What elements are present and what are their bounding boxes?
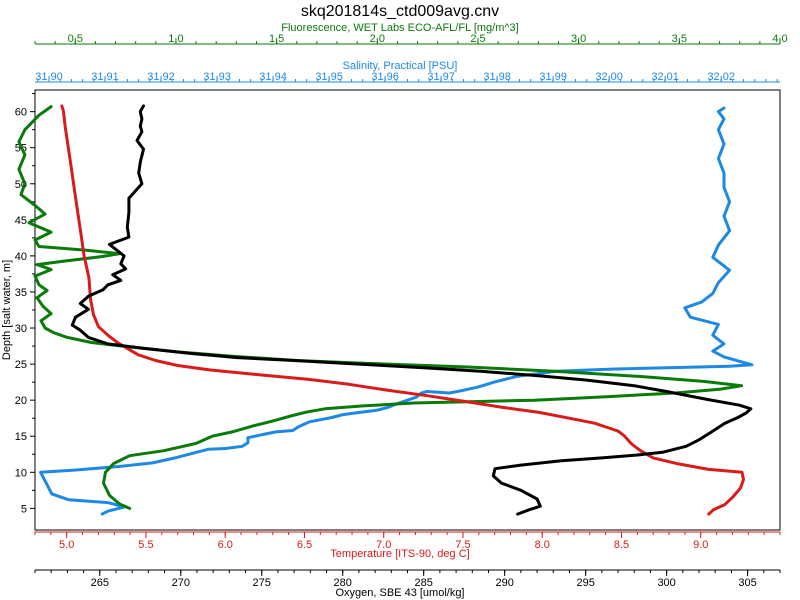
temperature-tick-label: 7.0 [376,539,391,551]
temperature-tick-label: 5.0 [59,539,74,551]
salinity-tick-label: 32,02 [707,71,735,83]
depth-tick-label: 10 [15,467,27,479]
oxygen-tick-label: 280 [334,577,352,589]
fluorescence-tick-label: 2.0 [370,33,385,45]
salinity-tick-label: 31,96 [371,71,399,83]
fluorescence-axis: 0.5 1.0 1.5 2.0 2.5 3.0 3.5 4.0 [34,33,788,45]
temperature-axis: 5.0 5.5 6.0 6.5 7.0 7.5 8.0 8.5 9.0 [34,531,781,551]
depth-tick-label: 40 [15,251,27,263]
salinity-tick-label: 31,92 [147,71,175,83]
oxygen-axis: 265 270 275 280 285 290 295 300 305 [34,569,781,589]
temperature-tick-label: 8.5 [614,539,629,551]
depth-tick-label: 60 [15,107,27,119]
oxygen-axis-label: Oxygen, SBE 43 [umol/kg] [335,587,464,599]
temperature-profile-line [60,104,745,516]
oxygen-tick-label: 295 [576,577,594,589]
salinity-axis-label: Salinity, Practical [PSU] [343,60,458,72]
oxygen-profile-line [70,104,753,516]
depth-tick-label: 20 [15,395,27,407]
salinity-tick-label: 32,01 [651,71,679,83]
oxygen-tick-label: 270 [172,577,190,589]
salinity-tick-label: 31,99 [539,71,567,83]
depth-tick-label: 45 [15,215,27,227]
fluorescence-tick-label: 1.0 [168,33,183,45]
fluorescence-tick-label: 2.5 [470,33,485,45]
depth-tick-label: 15 [15,431,27,443]
depth-tick-label: 35 [15,287,27,299]
salinity-tick-label: 32,00 [595,71,623,83]
depth-tick-label: 25 [15,359,27,371]
salinity-tick-label: 31,91 [91,71,119,83]
fluorescence-tick-label: 1.5 [269,33,284,45]
chart-title: skq201814s_ctd009avg.cnv [301,3,499,20]
temperature-axis-label: Temperature [ITS-90, deg C] [330,548,469,560]
fluorescence-profile-line [17,105,744,510]
fluorescence-tick-label: 3.0 [571,33,586,45]
salinity-tick-label: 31,95 [315,71,343,83]
salinity-tick-label: 31,97 [427,71,455,83]
temperature-tick-label: 7.5 [455,539,470,551]
depth-tick-label: 30 [15,323,27,335]
salinity-tick-label: 31,94 [259,71,287,83]
salinity-tick-label: 31,93 [203,71,231,83]
oxygen-tick-label: 285 [415,577,433,589]
series-layer [17,104,754,516]
fluorescence-axis-label: Fluorescence, WET Labs ECO-AFL/FL [mg/m^… [281,22,518,34]
depth-axis-label: Depth [salt water, m] [1,260,13,360]
fluorescence-tick-label: 4.0 [772,33,787,45]
temperature-tick-label: 5.5 [138,539,153,551]
salinity-axis: 31,90 31,91 31,92 31,93 31,94 31,95 31,96 31,97… [35,71,780,83]
salinity-tick-label: 31,90 [35,71,63,83]
oxygen-tick-label: 265 [91,577,109,589]
fluorescence-tick-label: 0.5 [68,33,83,45]
salinity-tick-label: 31,98 [483,71,511,83]
oxygen-tick-label: 275 [253,577,271,589]
temperature-tick-label: 9.0 [693,539,708,551]
oxygen-tick-label: 300 [657,577,675,589]
fluorescence-tick-label: 3.5 [672,33,687,45]
temperature-tick-label: 8.0 [535,539,550,551]
salinity-profile-line [39,106,754,516]
temperature-tick-label: 6.5 [297,539,312,551]
oxygen-tick-label: 290 [495,577,513,589]
oxygen-tick-label: 305 [738,577,756,589]
temperature-tick-label: 6.0 [218,539,233,551]
depth-tick-label: 5 [21,503,27,515]
